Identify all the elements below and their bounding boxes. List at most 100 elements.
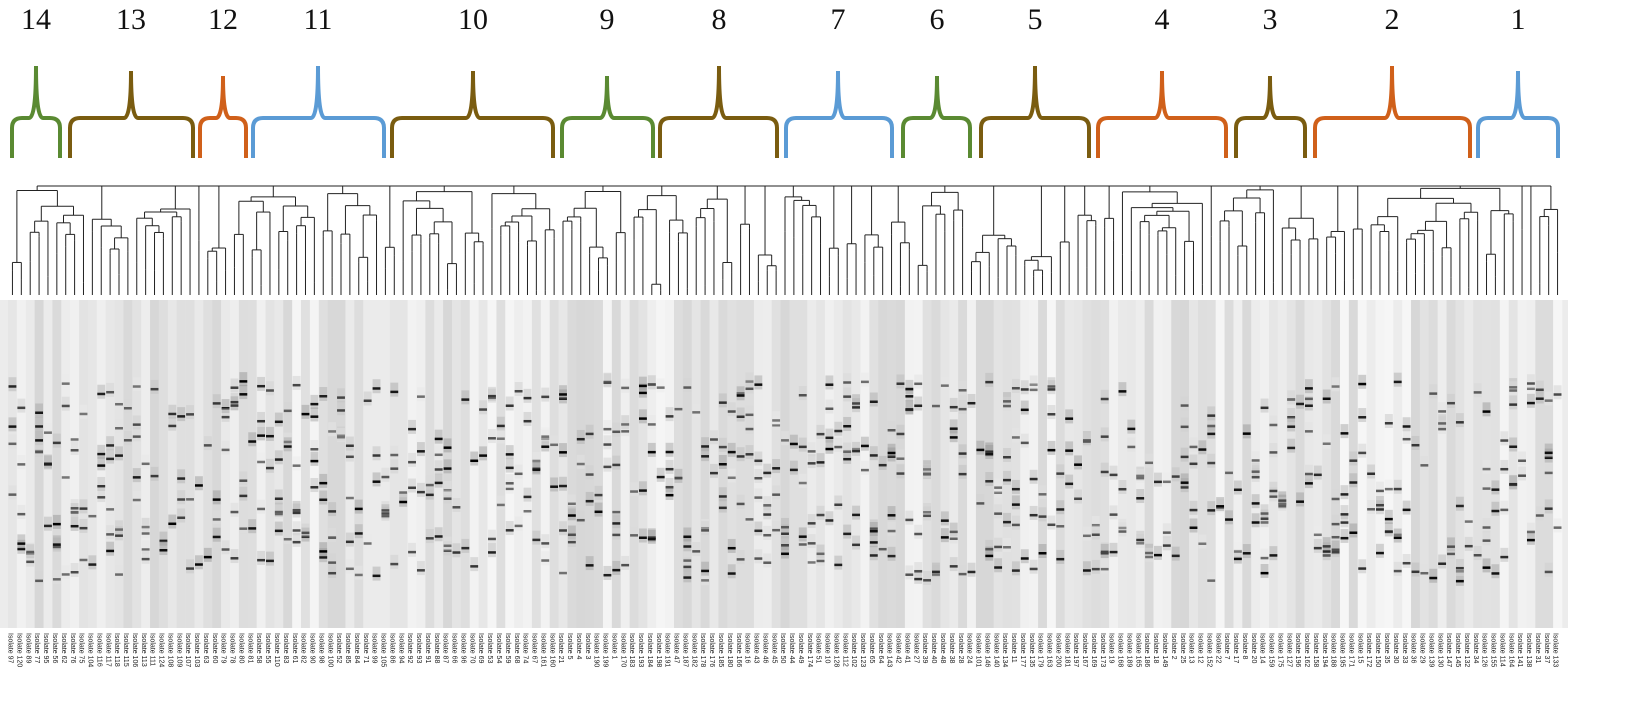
gel-band — [514, 389, 523, 393]
gel-band — [1287, 416, 1296, 419]
gel-smear — [567, 532, 576, 547]
gel-band — [1118, 526, 1127, 530]
gel-band — [985, 452, 994, 456]
gel-smear — [567, 494, 576, 509]
gel-smear — [1304, 464, 1313, 479]
gel-smear — [683, 551, 692, 566]
cluster-bracket — [784, 70, 894, 158]
gel-band — [869, 527, 878, 530]
isolate-label: Isolate 200 — [1054, 633, 1061, 667]
gel-smear — [1082, 526, 1091, 541]
gel-smear — [479, 400, 488, 415]
gel-smear — [310, 407, 319, 422]
gel-smear — [106, 436, 115, 451]
gel-smear — [940, 528, 949, 543]
gel-smear — [505, 445, 514, 460]
gel-lane — [860, 300, 870, 628]
isolate-label: Isolate 100 — [326, 633, 333, 667]
gel-band — [221, 448, 230, 452]
gel-smear — [8, 377, 17, 392]
gel-smear — [1269, 546, 1278, 561]
gel-smear — [585, 491, 594, 506]
gel-lane — [1055, 300, 1066, 628]
gel-smear — [35, 417, 44, 432]
gel-band — [1491, 488, 1500, 491]
gel-smear — [488, 386, 496, 401]
gel-smear — [1260, 504, 1269, 519]
gel-smear — [1003, 512, 1011, 527]
gel-smear — [763, 496, 772, 511]
gel-lane — [824, 300, 835, 628]
gel-band — [647, 536, 656, 539]
dendrogram — [11, 185, 1559, 295]
isolate-label: Isolate 169 — [1090, 633, 1097, 667]
gel-smear — [1402, 429, 1411, 444]
isolate-label: Isolate 134 — [1001, 633, 1008, 667]
gel-lane — [443, 300, 453, 628]
isolate-label: Isolate 58 — [255, 633, 262, 663]
isolate-label: Isolate 161 — [539, 633, 546, 667]
gel-band — [559, 397, 567, 400]
gel-smear — [1082, 561, 1091, 576]
gel-lane — [736, 300, 746, 628]
gel-smear — [434, 429, 443, 444]
isolate-label: Isolate 25 — [1179, 633, 1186, 663]
gel-band — [834, 503, 843, 507]
gel-band — [97, 484, 106, 488]
gel-band — [274, 529, 283, 533]
gel-smear — [257, 550, 266, 565]
gel-band — [567, 540, 576, 544]
gel-lane — [993, 300, 1003, 628]
gel-smear — [416, 561, 425, 576]
gel-band — [843, 532, 852, 536]
gel-band — [345, 455, 354, 459]
gel-band — [1162, 480, 1171, 484]
gel-band — [132, 476, 141, 479]
gel-smear — [1278, 496, 1287, 511]
gel-band — [1100, 435, 1109, 438]
gel-smear — [106, 382, 115, 397]
gel-lane — [114, 300, 124, 628]
isolate-label: Isolate 59 — [504, 633, 511, 663]
gel-smear — [479, 446, 488, 461]
gel-smear — [1402, 553, 1411, 568]
gel-band — [390, 562, 399, 566]
gel-lane — [620, 300, 630, 628]
gel-band — [1526, 538, 1535, 542]
gel-smear — [35, 431, 44, 446]
gel-lane — [789, 300, 799, 628]
gel-smear — [283, 437, 292, 452]
gel-band — [97, 452, 106, 456]
gel-smear — [781, 431, 789, 446]
gel-lane — [1029, 300, 1039, 628]
gel-band — [1233, 557, 1242, 561]
gel-band — [70, 524, 79, 528]
gel-smear — [852, 439, 860, 454]
gel-band — [958, 472, 967, 476]
gel-band — [638, 417, 647, 420]
isolate-label: Isolate 17 — [1232, 633, 1239, 663]
gel-band — [1509, 386, 1518, 389]
gel-smear — [496, 495, 505, 510]
gel-lane — [984, 300, 994, 628]
gel-band — [212, 518, 221, 521]
gel-band — [461, 546, 470, 550]
gel-band — [8, 425, 17, 428]
gel-band — [257, 507, 266, 511]
gel-smear — [1304, 474, 1313, 489]
gel-smear — [692, 542, 701, 557]
gel-band — [1011, 523, 1020, 527]
gel-smear — [1109, 465, 1118, 480]
isolate-label: Isolate 124 — [158, 633, 165, 667]
gel-band — [1180, 425, 1189, 429]
gel-band — [248, 440, 257, 443]
gel-smear — [612, 514, 621, 529]
gel-lane — [478, 300, 488, 628]
gel-smear — [70, 563, 79, 578]
gel-smear — [177, 490, 186, 505]
gel-smear — [408, 419, 416, 434]
gel-smear — [1189, 454, 1198, 469]
gel-smear — [754, 375, 763, 390]
gel-band — [434, 453, 443, 457]
gel-band — [1447, 545, 1455, 548]
